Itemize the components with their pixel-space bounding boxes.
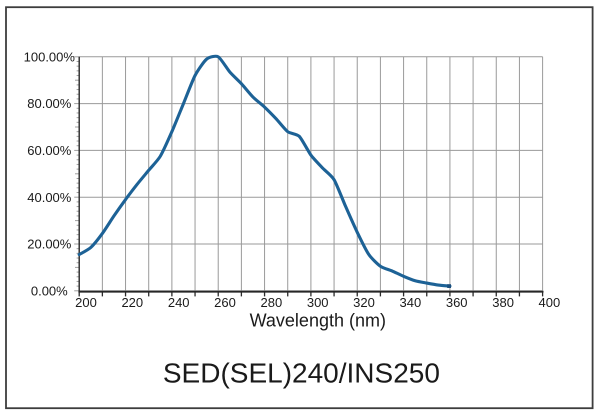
svg-text:40.00%: 40.00% [27, 190, 72, 205]
svg-text:400: 400 [539, 295, 561, 310]
svg-text:380: 380 [492, 295, 514, 310]
svg-text:100.00%: 100.00% [24, 49, 76, 64]
svg-text:0.00%: 0.00% [31, 283, 68, 298]
svg-text:300: 300 [307, 295, 329, 310]
svg-text:360: 360 [446, 295, 468, 310]
svg-text:60.00%: 60.00% [27, 143, 72, 158]
svg-text:280: 280 [261, 295, 283, 310]
svg-text:20.00%: 20.00% [27, 237, 72, 252]
svg-text:260: 260 [214, 295, 236, 310]
svg-text:200: 200 [75, 295, 97, 310]
svg-text:80.00%: 80.00% [27, 96, 72, 111]
svg-text:320: 320 [353, 295, 375, 310]
svg-text:Wavelength (nm): Wavelength (nm) [250, 311, 386, 331]
svg-text:SED(SEL)240/INS250: SED(SEL)240/INS250 [163, 357, 440, 388]
svg-text:240: 240 [168, 295, 190, 310]
svg-text:340: 340 [400, 295, 422, 310]
svg-text:220: 220 [121, 295, 143, 310]
